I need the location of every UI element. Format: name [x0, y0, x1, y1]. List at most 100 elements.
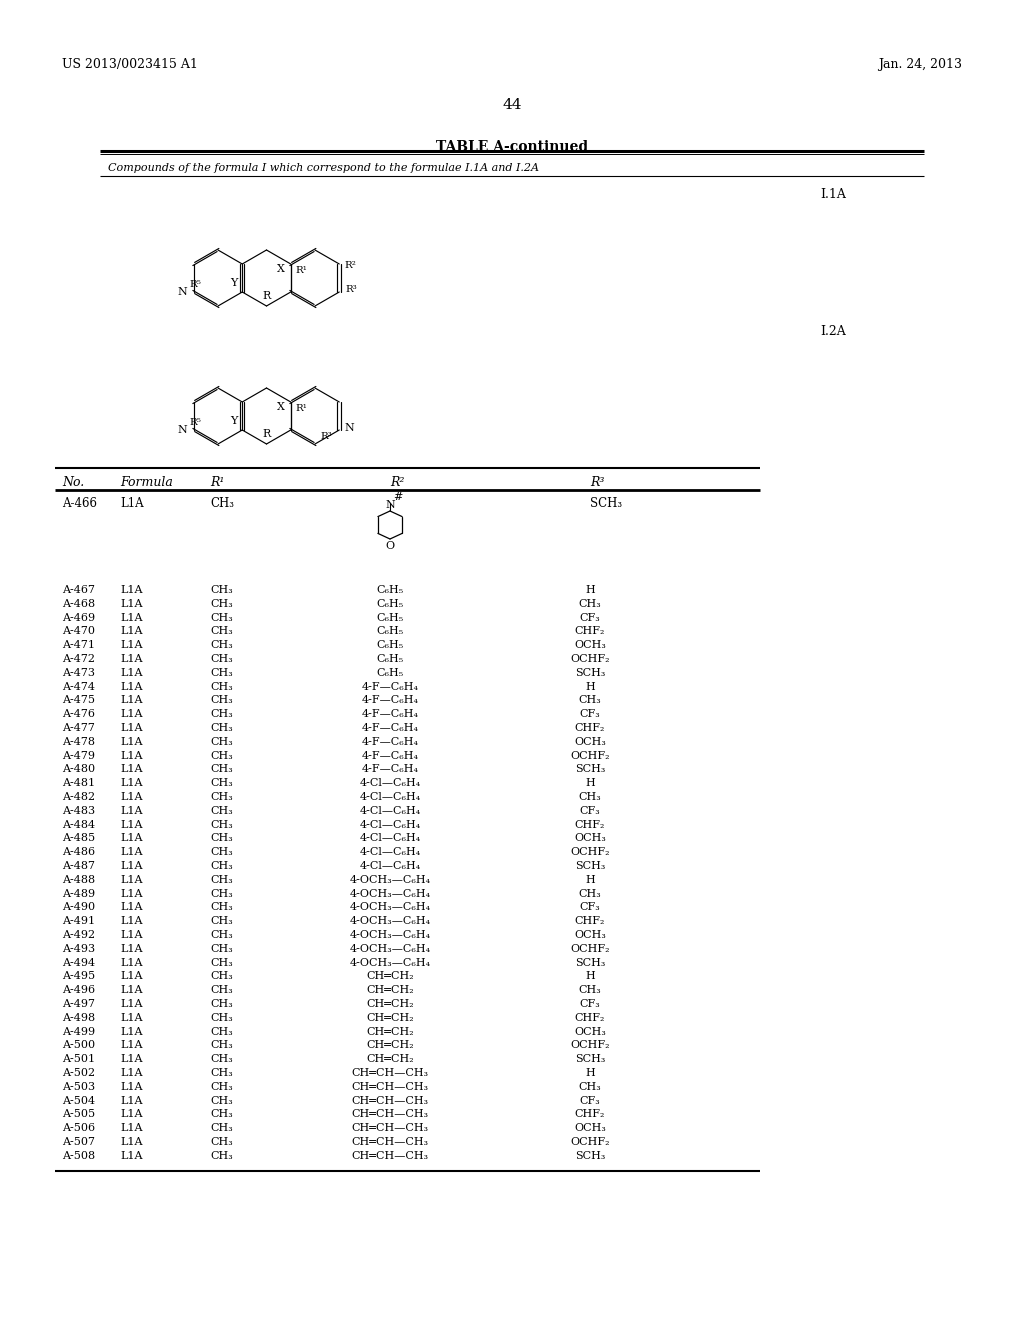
Text: 4-OCH₃—C₆H₄: 4-OCH₃—C₆H₄ — [349, 888, 430, 899]
Text: CH₃: CH₃ — [210, 1055, 232, 1064]
Text: CH₃: CH₃ — [210, 972, 232, 981]
Text: CH₃: CH₃ — [210, 1012, 232, 1023]
Text: L1A: L1A — [120, 764, 142, 775]
Text: A-474: A-474 — [62, 681, 95, 692]
Text: CH═CH₂: CH═CH₂ — [367, 985, 414, 995]
Text: L1A: L1A — [120, 696, 142, 705]
Text: L1A: L1A — [120, 999, 142, 1008]
Text: 4-OCH₃—C₆H₄: 4-OCH₃—C₆H₄ — [349, 957, 430, 968]
Text: CH═CH₂: CH═CH₂ — [367, 972, 414, 981]
Text: CH₃: CH₃ — [579, 985, 601, 995]
Text: A-498: A-498 — [62, 1012, 95, 1023]
Text: L1A: L1A — [120, 668, 142, 677]
Text: L1A: L1A — [120, 957, 142, 968]
Text: A-484: A-484 — [62, 820, 95, 829]
Text: R⁵: R⁵ — [189, 418, 202, 426]
Text: L1A: L1A — [120, 1082, 142, 1092]
Text: CH═CH—CH₃: CH═CH—CH₃ — [351, 1151, 429, 1160]
Text: OCH₃: OCH₃ — [574, 931, 606, 940]
Text: CF₃: CF₃ — [580, 709, 600, 719]
Text: C₆H₅: C₆H₅ — [377, 585, 403, 595]
Text: L1A: L1A — [120, 723, 142, 733]
Text: A-507: A-507 — [62, 1137, 95, 1147]
Text: 4-F—C₆H₄: 4-F—C₆H₄ — [361, 751, 419, 760]
Text: A-468: A-468 — [62, 599, 95, 609]
Text: 4-OCH₃—C₆H₄: 4-OCH₃—C₆H₄ — [349, 931, 430, 940]
Text: A-467: A-467 — [62, 585, 95, 595]
Text: Compounds of the formula I which correspond to the formulae I.1A and I.2A: Compounds of the formula I which corresp… — [108, 162, 539, 173]
Text: CH₃: CH₃ — [210, 999, 232, 1008]
Text: L1A: L1A — [120, 903, 142, 912]
Text: CH₃: CH₃ — [210, 1096, 232, 1106]
Text: A-504: A-504 — [62, 1096, 95, 1106]
Text: A-479: A-479 — [62, 751, 95, 760]
Text: A-477: A-477 — [62, 723, 95, 733]
Text: A-490: A-490 — [62, 903, 95, 912]
Text: CH₃: CH₃ — [210, 888, 232, 899]
Text: CH₃: CH₃ — [210, 1137, 232, 1147]
Text: L1A: L1A — [120, 1040, 142, 1051]
Text: Y: Y — [230, 279, 238, 288]
Text: L1A: L1A — [120, 585, 142, 595]
Text: 4-F—C₆H₄: 4-F—C₆H₄ — [361, 696, 419, 705]
Text: CH═CH₂: CH═CH₂ — [367, 1027, 414, 1036]
Text: A-469: A-469 — [62, 612, 95, 623]
Text: A-470: A-470 — [62, 627, 95, 636]
Text: A-475: A-475 — [62, 696, 95, 705]
Text: L1A: L1A — [120, 751, 142, 760]
Text: L1A: L1A — [120, 875, 142, 884]
Text: CF₃: CF₃ — [580, 903, 600, 912]
Text: H: H — [585, 1068, 595, 1078]
Text: CH₃: CH₃ — [210, 764, 232, 775]
Text: Y: Y — [230, 416, 238, 426]
Text: CH₃: CH₃ — [210, 599, 232, 609]
Text: L1A: L1A — [120, 498, 143, 510]
Text: CH₃: CH₃ — [210, 805, 232, 816]
Text: SCH₃: SCH₃ — [590, 498, 623, 510]
Text: OCH₃: OCH₃ — [574, 1123, 606, 1133]
Text: SCH₃: SCH₃ — [574, 861, 605, 871]
Text: L1A: L1A — [120, 1137, 142, 1147]
Text: L1A: L1A — [120, 653, 142, 664]
Text: L1A: L1A — [120, 805, 142, 816]
Text: 4-Cl—C₆H₄: 4-Cl—C₆H₄ — [359, 820, 421, 829]
Text: CH═CH—CH₃: CH═CH—CH₃ — [351, 1068, 429, 1078]
Text: CH₃: CH₃ — [210, 957, 232, 968]
Text: CH₃: CH₃ — [210, 696, 232, 705]
Text: A-480: A-480 — [62, 764, 95, 775]
Text: L1A: L1A — [120, 972, 142, 981]
Text: OCH₃: OCH₃ — [574, 833, 606, 843]
Text: L1A: L1A — [120, 737, 142, 747]
Text: CH═CH₂: CH═CH₂ — [367, 1055, 414, 1064]
Text: A-501: A-501 — [62, 1055, 95, 1064]
Text: A-478: A-478 — [62, 737, 95, 747]
Text: CH═CH—CH₃: CH═CH—CH₃ — [351, 1096, 429, 1106]
Text: L1A: L1A — [120, 792, 142, 803]
Text: A-503: A-503 — [62, 1082, 95, 1092]
Text: 4-Cl—C₆H₄: 4-Cl—C₆H₄ — [359, 833, 421, 843]
Text: CH₃: CH₃ — [579, 1082, 601, 1092]
Text: Jan. 24, 2013: Jan. 24, 2013 — [878, 58, 962, 71]
Text: N: N — [385, 500, 395, 510]
Text: CF₃: CF₃ — [580, 805, 600, 816]
Text: L1A: L1A — [120, 1109, 142, 1119]
Text: CH₃: CH₃ — [210, 931, 232, 940]
Text: Formula: Formula — [120, 477, 173, 488]
Text: C₆H₅: C₆H₅ — [377, 612, 403, 623]
Text: A-476: A-476 — [62, 709, 95, 719]
Text: N: N — [177, 425, 186, 436]
Text: A-482: A-482 — [62, 792, 95, 803]
Text: C₆H₅: C₆H₅ — [377, 627, 403, 636]
Text: L1A: L1A — [120, 1068, 142, 1078]
Text: L1A: L1A — [120, 640, 142, 651]
Text: CH₃: CH₃ — [210, 1027, 232, 1036]
Text: CH═CH—CH₃: CH═CH—CH₃ — [351, 1082, 429, 1092]
Text: CHF₂: CHF₂ — [574, 723, 605, 733]
Text: A-496: A-496 — [62, 985, 95, 995]
Text: L1A: L1A — [120, 861, 142, 871]
Text: A-486: A-486 — [62, 847, 95, 857]
Text: A-471: A-471 — [62, 640, 95, 651]
Text: I.1A: I.1A — [820, 187, 846, 201]
Text: 4-OCH₃—C₆H₄: 4-OCH₃—C₆H₄ — [349, 903, 430, 912]
Text: A-487: A-487 — [62, 861, 95, 871]
